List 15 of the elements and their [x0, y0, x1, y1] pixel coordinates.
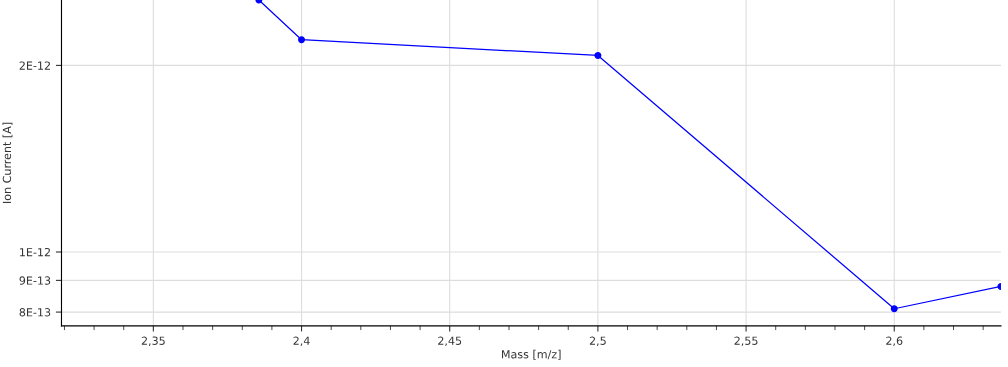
y-tick-label: 8E-13 — [19, 308, 51, 317]
point — [298, 36, 306, 44]
point — [594, 52, 602, 59]
x-tick-label: 2,4 — [293, 336, 310, 347]
x-tick-label: 2,35 — [141, 336, 165, 347]
x-tick-label: 2,55 — [734, 336, 758, 347]
x-tick-label: 2,6 — [886, 336, 903, 347]
y-axis-title: Ion Current [A] — [2, 122, 13, 203]
x-tick-label: 2,5 — [589, 336, 606, 347]
y-tick-label: 1E-12 — [20, 247, 50, 257]
y-tick-label: 2E-12 — [19, 61, 50, 70]
x-axis-title: Mass [m/z] — [502, 349, 561, 360]
y-tick-label: 9E-13 — [19, 276, 51, 285]
point — [890, 305, 898, 313]
x-tick-label: 2,45 — [438, 336, 462, 347]
